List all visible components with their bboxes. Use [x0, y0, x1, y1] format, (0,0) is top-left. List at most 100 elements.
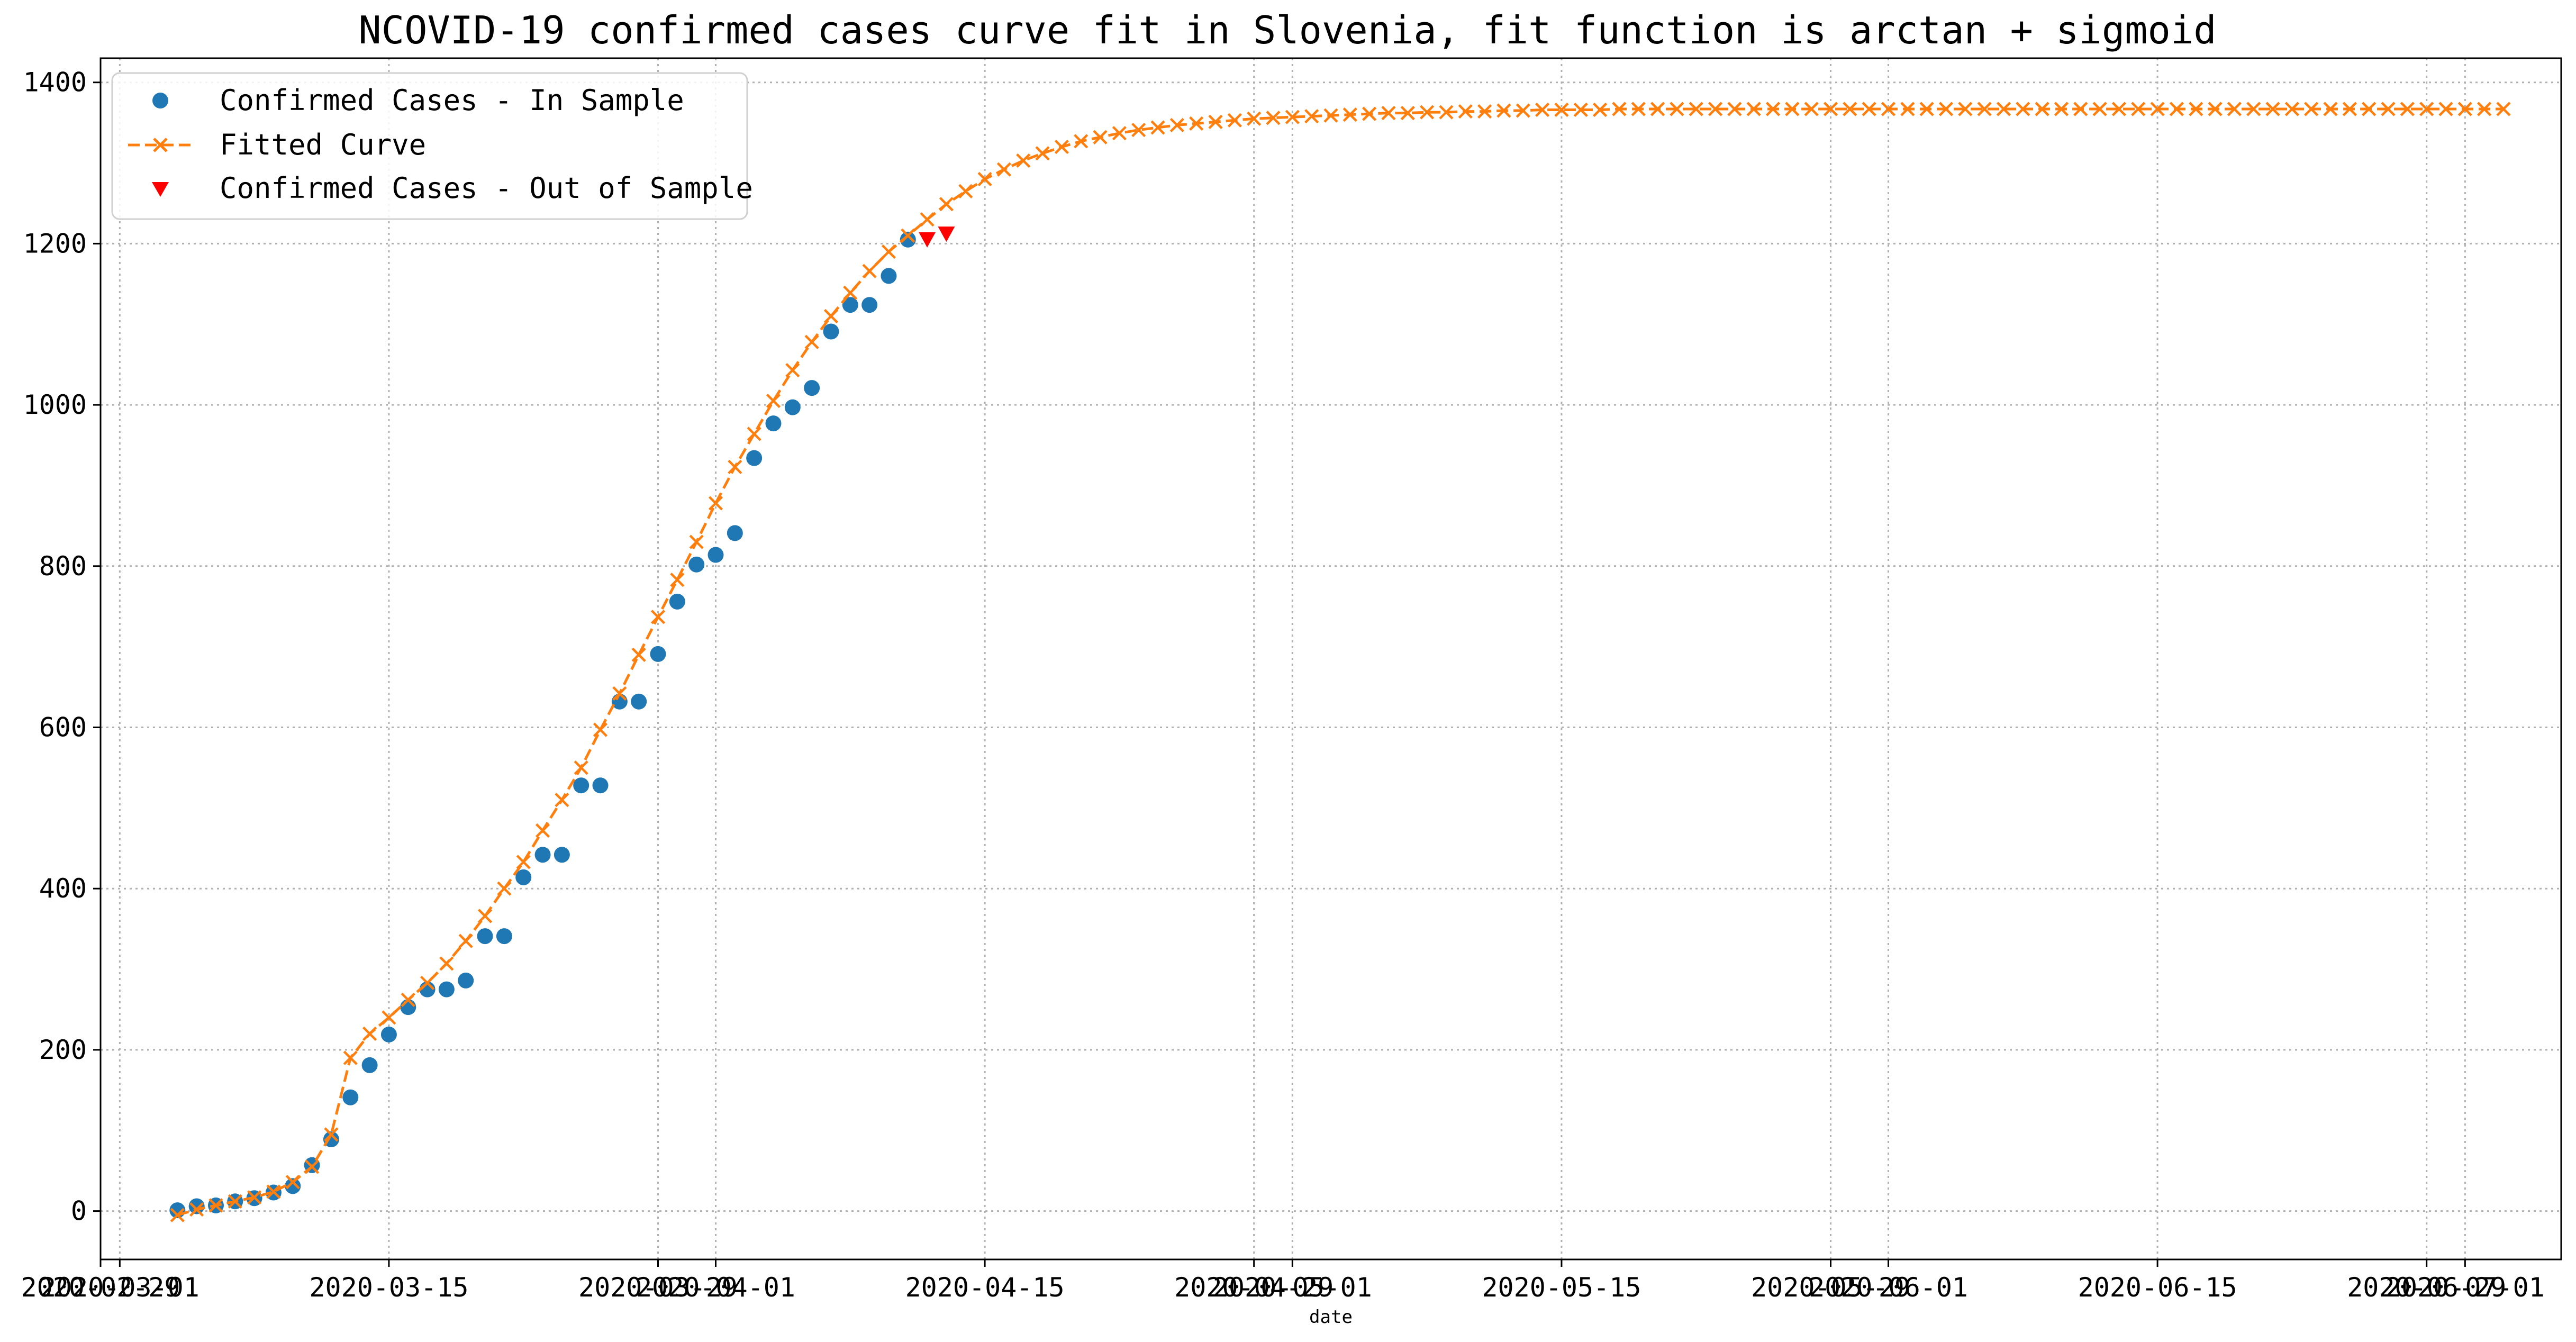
- fitted-curve-marker: [728, 459, 742, 474]
- fitted-curve-marker: [189, 1202, 204, 1217]
- x-tick-label: 2020-07-01: [2385, 1272, 2545, 1303]
- in-sample-point: [746, 450, 763, 466]
- in-sample-point: [458, 972, 474, 989]
- fitted-curve-marker: [2304, 102, 2319, 116]
- in-sample-point: [534, 847, 551, 863]
- fitted-curve-marker: [2111, 102, 2127, 116]
- in-sample-point: [554, 847, 570, 863]
- x-tick-label: 2020-06-01: [1809, 1272, 1968, 1303]
- fitted-curve-marker: [2477, 102, 2492, 116]
- fitted-curve-marker: [1535, 102, 1550, 117]
- x-tick-label: 2020-05-29: [1751, 1272, 1910, 1303]
- fitted-curve-marker: [362, 1026, 377, 1041]
- in-sample-point: [669, 593, 685, 610]
- fitted-curve-marker: [2016, 102, 2030, 116]
- y-tick-label: 1200: [23, 228, 87, 259]
- fitted-curve-marker: [1612, 102, 1627, 116]
- in-sample-point: [592, 777, 609, 794]
- fitted-curve-marker: [1843, 102, 1857, 116]
- fitted-curve-marker: [2169, 102, 2184, 116]
- in-sample-point: [861, 297, 878, 313]
- fitted-curve-marker: [708, 496, 723, 511]
- in-sample-point: [361, 1057, 378, 1073]
- fitted-curve-line: [177, 107, 2504, 1217]
- fitted-curve-marker: [2400, 102, 2415, 116]
- x-tick-label: 2020-02-29: [21, 1272, 180, 1303]
- grid: [99, 58, 2561, 1259]
- fitted-curve-marker: [1862, 102, 1876, 116]
- in-sample-point: [188, 1198, 205, 1214]
- legend-box: [111, 72, 748, 220]
- fitted-curve-marker: [1343, 107, 1357, 122]
- x-tick-label: 2020-04-01: [636, 1272, 795, 1303]
- fitted-curve-marker: [1650, 102, 1665, 116]
- fitted-curve-marker: [2265, 102, 2280, 116]
- fitted-curve-marker: [1189, 116, 1204, 131]
- fitted-curve-marker: [1900, 102, 1915, 116]
- fitted-curve-marker: [1477, 104, 1492, 119]
- in-sample-point: [631, 693, 647, 710]
- in-sample-point: [881, 268, 897, 284]
- legend-marker-triangle: [152, 182, 169, 197]
- fitted-curve-marker: [1208, 114, 1223, 129]
- fitted-curve-marker: [1016, 153, 1031, 168]
- y-tick-label: 1000: [23, 389, 87, 420]
- fitted-curve-marker: [1054, 139, 1069, 155]
- fitted-curve-marker: [420, 975, 435, 991]
- fitted-curve-marker: [670, 573, 685, 587]
- fitted-curve-marker: [1285, 110, 1300, 124]
- fitted-curve-marker: [1150, 120, 1165, 135]
- y-tick-label: 600: [39, 712, 87, 742]
- fitted-curve-marker: [2323, 102, 2338, 116]
- fitted-curve-marker: [285, 1175, 300, 1190]
- chart-title: NCOVID-19 confirmed cases curve fit in S…: [358, 8, 2216, 52]
- y-tick-label: 200: [39, 1035, 87, 1065]
- x-tick-label: 2020-03-01: [40, 1272, 199, 1303]
- fitted-curve-marker: [2189, 102, 2203, 116]
- y-tick-label: 0: [71, 1196, 87, 1227]
- x-tick-label: 2020-05-01: [1213, 1272, 1372, 1303]
- x-tick-label: 2020-06-29: [2347, 1272, 2506, 1303]
- fitted-curve-marker: [631, 647, 646, 662]
- x-tick-label: 2020-04-15: [905, 1272, 1065, 1303]
- fitted-curve-marker: [1112, 126, 1127, 141]
- fitted-curve-marker: [1592, 102, 1608, 117]
- in-sample-point: [477, 928, 493, 945]
- fitted-curve-marker: [1169, 117, 1184, 133]
- in-sample-point: [342, 1089, 359, 1105]
- fitted-curve-marker: [1035, 146, 1050, 161]
- x-tick-label: 2020-05-15: [1482, 1272, 1641, 1303]
- fitted-curve-marker: [1823, 102, 1838, 116]
- fitted-curve-marker: [228, 1194, 242, 1209]
- legend-label-in-sample: Confirmed Cases - In Sample: [220, 84, 684, 117]
- legend-label-fitted-curve: Fitted Curve: [220, 128, 426, 161]
- legend-label-out-of-sample: Confirmed Cases - Out of Sample: [220, 171, 753, 205]
- fitted-curve-marker: [804, 334, 819, 349]
- x-tick-label: 2020-04-29: [1174, 1272, 1334, 1303]
- fitted-curve-marker: [2362, 102, 2377, 116]
- fitted-curve-marker: [958, 184, 973, 198]
- fitted-curve-marker: [1074, 134, 1089, 149]
- fitted-curve-marker: [881, 244, 896, 259]
- fitted-curve-marker: [1227, 113, 1242, 128]
- fitted-curve-marker: [1131, 123, 1146, 138]
- fitted-curve-marker: [305, 1159, 320, 1174]
- fitted-curve-marker: [920, 212, 935, 227]
- fitted-curve-marker: [2438, 102, 2453, 116]
- fitted-curve-marker: [1765, 102, 1781, 116]
- fitted-curve-marker: [1439, 105, 1454, 120]
- fitted-curve-marker: [1727, 102, 1742, 116]
- fitted-curve-marker: [1631, 102, 1646, 116]
- fitted-curve-marker: [843, 285, 858, 300]
- in-sample-point: [515, 869, 532, 885]
- fitted-curve-marker: [1919, 102, 1934, 116]
- fitted-curve-marker: [612, 686, 627, 701]
- fitted-curve-marker: [439, 956, 454, 971]
- fitted-curve-marker: [1708, 102, 1723, 116]
- fitted-curve-marker: [247, 1190, 262, 1205]
- fitted-curve-marker: [1362, 106, 1377, 121]
- x-tick-label: 2020-06-15: [2078, 1272, 2237, 1303]
- in-sample-point: [823, 323, 839, 340]
- fitted-curve-marker: [2496, 102, 2511, 116]
- legend-entry-in-sample: Confirmed Cases - In Sample: [152, 84, 684, 117]
